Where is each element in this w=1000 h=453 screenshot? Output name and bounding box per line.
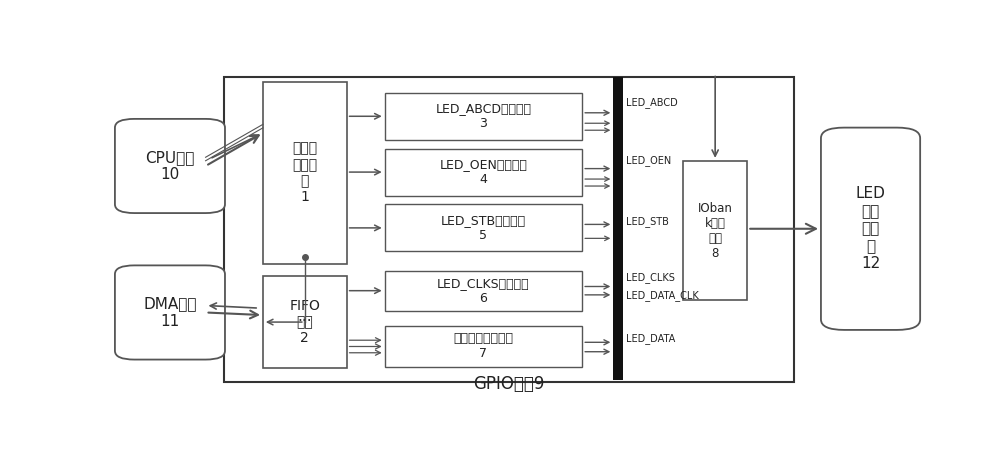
Text: LED_CLKS: LED_CLKS (626, 272, 675, 283)
Text: LED
显示
屏模
块
12: LED 显示 屏模 块 12 (856, 187, 885, 271)
FancyBboxPatch shape (224, 77, 794, 382)
Bar (613, 77, 623, 381)
FancyBboxPatch shape (385, 270, 582, 311)
FancyBboxPatch shape (385, 93, 582, 140)
Text: LED_STB控制模块
5: LED_STB控制模块 5 (441, 214, 526, 242)
Text: LED_DATA: LED_DATA (626, 333, 675, 344)
FancyBboxPatch shape (115, 119, 225, 213)
Text: LED_OEN控制模块
4: LED_OEN控制模块 4 (440, 158, 527, 186)
Text: CPU模块
10: CPU模块 10 (145, 150, 195, 182)
Text: 数据输出控制模块
7: 数据输出控制模块 7 (453, 333, 513, 361)
Text: LED_ABCD: LED_ABCD (626, 97, 677, 108)
Text: IOban
k选择
模块
8: IOban k选择 模块 8 (698, 202, 733, 260)
Text: LED_STB: LED_STB (626, 216, 669, 226)
FancyBboxPatch shape (115, 265, 225, 360)
Text: LED_DATA_CLK: LED_DATA_CLK (626, 290, 698, 301)
FancyBboxPatch shape (263, 82, 347, 264)
Text: FIFO
模块
2: FIFO 模块 2 (289, 299, 320, 345)
FancyBboxPatch shape (683, 161, 747, 300)
Text: LED_CLKS控制模块
6: LED_CLKS控制模块 6 (437, 277, 530, 305)
FancyBboxPatch shape (385, 149, 582, 196)
FancyBboxPatch shape (821, 128, 920, 330)
Text: ···: ··· (297, 314, 312, 329)
Text: LED_OEN: LED_OEN (626, 155, 671, 166)
Text: DMA模块
11: DMA模块 11 (143, 296, 197, 329)
Text: GPIO模块9: GPIO模块9 (473, 375, 544, 393)
FancyBboxPatch shape (263, 276, 347, 368)
FancyBboxPatch shape (385, 204, 582, 251)
Text: 控制寄
存器模
块
1: 控制寄 存器模 块 1 (292, 142, 317, 204)
Text: LED_ABCD控制模块
3: LED_ABCD控制模块 3 (435, 102, 531, 130)
FancyBboxPatch shape (385, 327, 582, 366)
